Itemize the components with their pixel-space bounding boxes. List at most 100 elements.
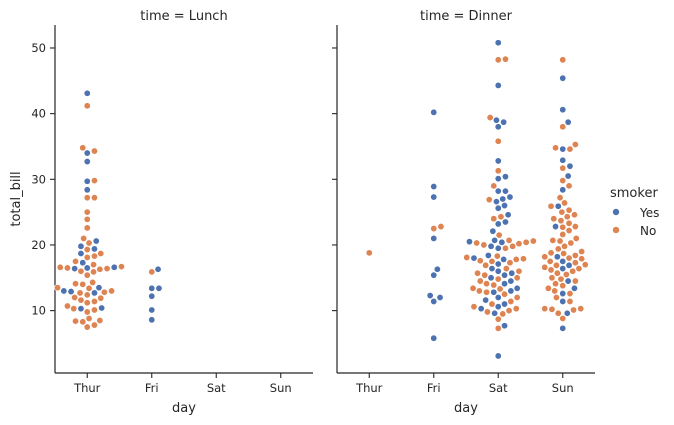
point-no-sun xyxy=(561,242,569,250)
point-no-sat xyxy=(502,265,510,273)
point-yes-sat xyxy=(494,187,502,195)
point-no-thur xyxy=(97,294,105,302)
point-yes-sat xyxy=(494,260,502,268)
point-no-sat xyxy=(488,257,496,265)
point-no-sun xyxy=(552,293,560,301)
point-no-thur xyxy=(72,317,80,325)
point-yes-thur xyxy=(83,177,91,185)
point-yes-thur xyxy=(83,158,91,166)
point-yes-sun xyxy=(564,118,572,126)
point-no-thur xyxy=(90,177,98,185)
point-no-sun xyxy=(565,227,573,235)
point-yes-sat xyxy=(494,175,502,183)
point-yes-sat xyxy=(501,322,509,330)
point-yes-sat xyxy=(507,287,515,295)
point-yes-sat xyxy=(501,300,509,308)
point-no-thur xyxy=(365,249,373,257)
legend-title: smoker xyxy=(610,186,658,201)
point-no-sat xyxy=(507,297,515,305)
point-no-thur xyxy=(77,296,85,304)
y-tick-label: 10 xyxy=(31,304,46,318)
point-no-sun xyxy=(552,261,560,269)
point-yes-sun xyxy=(559,257,567,265)
point-no-sat xyxy=(486,114,494,122)
point-no-sun xyxy=(548,274,556,282)
point-no-thur xyxy=(108,287,116,295)
x-axis-label-dinner: day xyxy=(454,401,478,416)
point-no-sun xyxy=(559,230,567,238)
y-tick-label: 30 xyxy=(31,172,46,186)
point-yes-sat xyxy=(494,267,502,275)
point-no-sat xyxy=(494,167,502,175)
point-yes-sun xyxy=(553,253,561,261)
point-yes-thur xyxy=(83,89,91,97)
point-yes-sat xyxy=(499,195,507,203)
point-no-thur xyxy=(85,284,93,292)
point-no-sat xyxy=(490,215,498,223)
point-no-sun xyxy=(562,271,570,279)
point-no-sat xyxy=(493,252,501,260)
point-yes-sat xyxy=(508,269,516,277)
point-no-thur xyxy=(83,308,91,316)
point-no-sun xyxy=(571,251,579,259)
point-no-thur xyxy=(90,306,98,314)
point-no-sun xyxy=(544,284,552,292)
point-no-sat xyxy=(497,213,505,221)
point-yes-sat xyxy=(506,193,514,201)
y-tick-label: 20 xyxy=(31,238,46,252)
point-no-sun xyxy=(559,177,567,185)
legend-label-yes: Yes xyxy=(639,206,659,220)
point-no-sun xyxy=(557,217,565,225)
point-no-sat xyxy=(529,237,537,245)
point-yes-sat xyxy=(492,116,500,124)
point-yes-thur xyxy=(110,263,118,271)
point-no-sat xyxy=(495,231,503,239)
point-no-sat xyxy=(494,56,502,64)
point-yes-fri xyxy=(430,334,438,342)
point-yes-thur xyxy=(71,265,79,273)
point-yes-fri xyxy=(433,265,441,273)
point-no-sat xyxy=(483,288,491,296)
point-no-sun xyxy=(567,239,575,247)
point-yes-thur xyxy=(67,288,75,296)
point-no-thur xyxy=(83,208,91,216)
point-no-sun xyxy=(546,257,554,265)
point-no-sun xyxy=(559,315,567,323)
point-yes-sat xyxy=(513,284,521,292)
point-no-thur xyxy=(83,253,91,261)
point-no-thur xyxy=(70,305,78,313)
point-no-sat xyxy=(476,257,484,265)
point-no-thur xyxy=(71,293,79,301)
point-yes-sun xyxy=(564,172,572,180)
panel-lunch: time = Lunch 10 20 30 40 50 Thur Fri Sat Sun day to… xyxy=(9,9,313,416)
point-no-sun xyxy=(575,265,583,273)
point-no-thur xyxy=(83,323,91,331)
point-yes-fri xyxy=(436,293,444,301)
point-no-thur xyxy=(90,297,98,305)
point-no-thur xyxy=(100,288,108,296)
point-yes-fri xyxy=(430,297,438,305)
point-yes-fri xyxy=(426,292,434,300)
point-no-thur xyxy=(90,261,98,269)
point-no-sun xyxy=(561,199,569,207)
point-no-sat xyxy=(494,275,502,283)
point-no-thur xyxy=(83,271,91,279)
point-yes-fri xyxy=(430,271,438,279)
point-no-sun xyxy=(566,290,574,298)
point-yes-sat xyxy=(494,39,502,47)
point-no-sun xyxy=(565,219,573,227)
point-no-thur xyxy=(83,215,91,223)
point-no-thur xyxy=(83,194,91,202)
point-yes-sat xyxy=(494,220,502,228)
point-no-sat xyxy=(499,310,507,318)
point-no-sun xyxy=(571,223,579,231)
point-no-sun xyxy=(548,305,556,313)
point-yes-sat xyxy=(492,198,500,206)
point-no-sat xyxy=(501,55,509,63)
point-yes-sat xyxy=(489,227,497,235)
point-no-sun xyxy=(566,297,574,305)
point-yes-thur xyxy=(83,186,91,194)
point-no-sat xyxy=(475,287,483,295)
point-no-thur xyxy=(90,321,98,329)
